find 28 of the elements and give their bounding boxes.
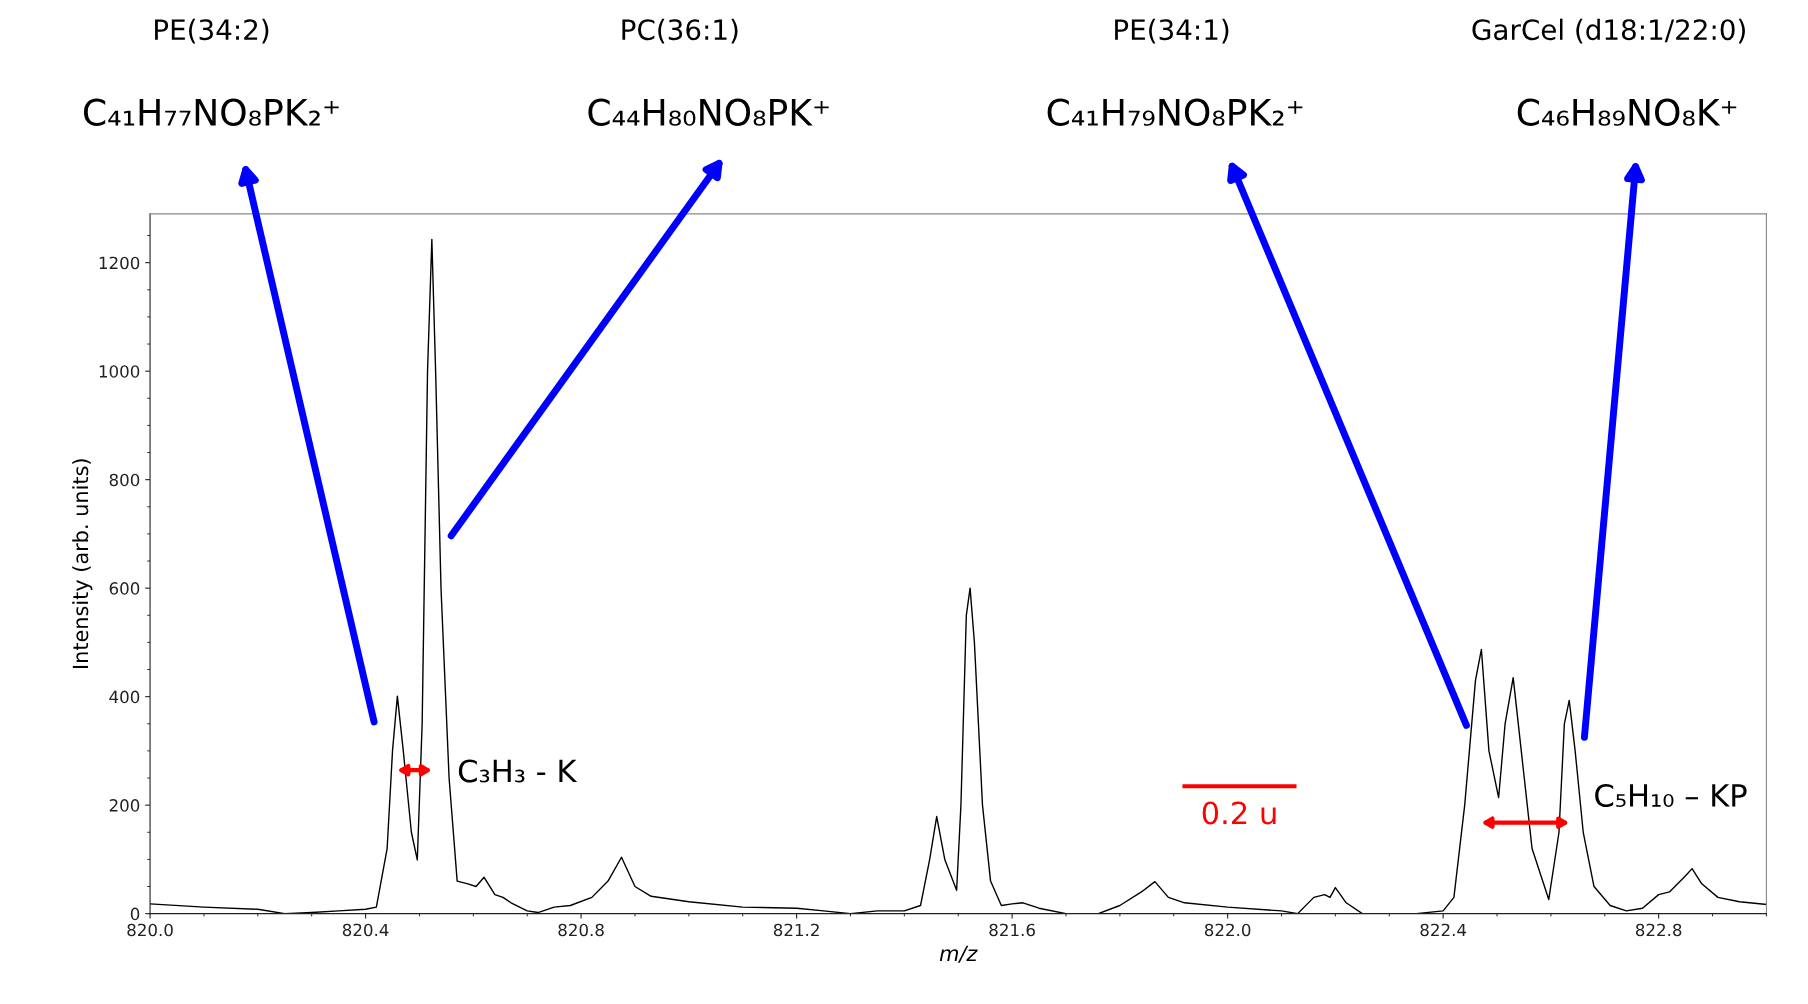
text: PC(36:1) (622, 18, 738, 44)
y-tick-label: 200 (109, 799, 140, 812)
text: C₄₆H₈₉NO₈K⁺ (1517, 98, 1737, 126)
x-tick-label: 822.0 (1204, 923, 1251, 937)
y-tick-label: 1200 (99, 256, 140, 270)
x-axis-title: m/z (939, 945, 978, 963)
text: PE(34:2) (155, 18, 269, 44)
y-tick-label: 800 (109, 473, 140, 487)
x-tick-label: 822.8 (1635, 923, 1682, 937)
x-tick-label: 822.4 (1420, 923, 1467, 937)
y-tick-label: 1000 (99, 365, 140, 378)
x-tick-label: 821.6 (989, 923, 1035, 937)
y-axis-title: Intensity (arb. units) (72, 459, 93, 668)
x-tick-label: 820.0 (127, 923, 173, 937)
x-tick-label: 820.4 (342, 923, 389, 937)
x-tick-label: 820.8 (558, 923, 604, 937)
text: C₄₁H₇₉NO₈PK₂⁺ (1047, 98, 1303, 126)
y-tick-label: 0 (130, 907, 140, 921)
annotation: C₅H₁₀ – KP (1595, 783, 1747, 808)
y-tick-label: 600 (109, 582, 140, 595)
text: GarCel (d18:1/22:0) (1472, 18, 1745, 44)
x-tick-label: 821.2 (773, 923, 819, 937)
text: C₄₄H₈₀NO₈PK⁺ (588, 98, 829, 126)
annotation: 0.2 u (1202, 801, 1276, 825)
text: PE(34:1) (1115, 18, 1229, 44)
text: C₄₁H₇₇NO₈PK₂⁺ (83, 98, 339, 126)
annotation: C₃H₃ - K (458, 759, 578, 783)
y-tick-label: 400 (109, 690, 140, 704)
